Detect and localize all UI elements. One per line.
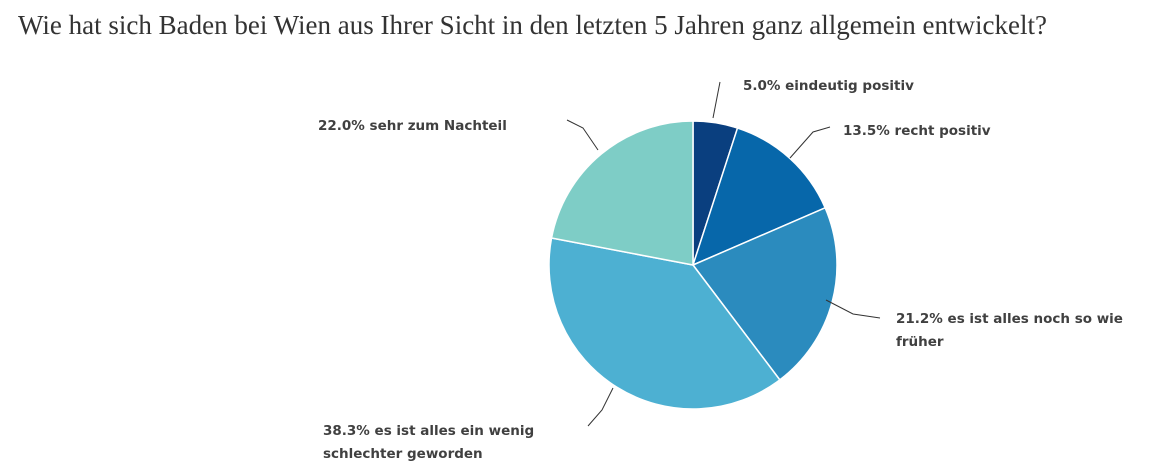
leader-line-5 [566,119,599,151]
pie-slice-2[interactable] [691,127,827,267]
leader-line-2 [789,126,831,159]
slice-label-line: früher [896,334,944,350]
pie-slice-5[interactable] [550,120,694,266]
slice-label-line: 22.0% sehr zum Nachteil [318,118,507,134]
pie-slices [548,120,838,410]
pie-slice-4[interactable] [548,237,781,410]
leader-line-4 [587,387,614,427]
leader-lines [566,81,881,427]
chart-title: Wie hat sich Baden bei Wien aus Ihrer Si… [18,10,1047,40]
slice-label-3: 21.2% es ist alles noch so wie früher [896,311,1123,350]
slice-label-line: schlechter geworden [323,446,483,462]
slice-label-1: 5.0% eindeutig positiv [743,78,914,94]
leader-line-1 [712,81,721,119]
slice-label-5: 22.0% sehr zum Nachteil [318,118,507,134]
slice-label-line: 38.3% es ist alles ein wenig [323,423,534,439]
slice-label-line: 13.5% recht positiv [843,123,991,139]
slice-labels: 5.0% eindeutig positiv 13.5% recht positi… [318,78,1123,462]
slice-label-line: 5.0% eindeutig positiv [743,78,914,94]
slice-label-2: 13.5% recht positiv [843,123,991,139]
slice-label-4: 38.3% es ist alles ein wenig schlechter g… [323,423,534,462]
pie-slice-3[interactable] [691,206,838,381]
slice-label-line: 21.2% es ist alles noch so wie [896,311,1123,327]
leader-line-3 [825,299,881,319]
